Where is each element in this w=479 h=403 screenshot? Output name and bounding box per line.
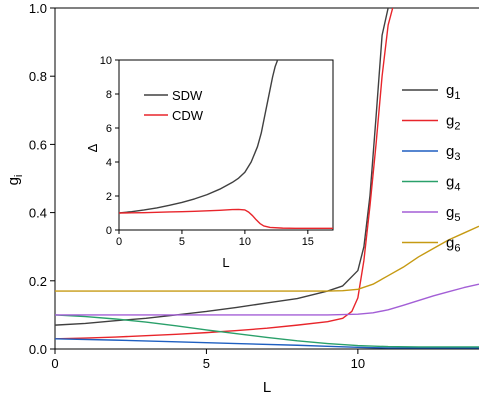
main-x-axis-label: L [263,379,271,396]
inset-legend: SDW CDW [144,88,204,123]
main-y-tick-label: 0.0 [29,342,47,357]
main-series-line-g5 [55,283,479,316]
inset-x-tick-label: 15 [302,236,314,248]
inset-plot: 0 5 10 15 0 2 4 6 8 10 SDW CDW L Δ [85,55,334,270]
inset-legend-label-cdw: CDW [172,108,204,123]
inset-y-tick-label: 8 [106,89,112,101]
main-legend-label-g4: g4 [446,174,460,194]
inset-series-line-sdw [119,60,279,214]
inset-background [118,59,334,231]
inset-y-tick-label: 10 [100,55,112,67]
main-series-line-g2 [55,8,394,340]
main-x-tick-label: 10 [351,356,365,371]
main-legend-label-g5: g5 [446,204,460,224]
inset-y-tick-label: 0 [106,225,112,237]
inset-series [119,60,333,230]
main-legend-label-g1: g1 [446,82,460,102]
inset-series-line-cdw [119,208,333,230]
main-x-tick-label: 0 [51,356,58,371]
main-ticks: 0 5 10 0.0 0.2 0.4 0.6 0.8 1.0 [29,1,365,371]
main-y-axis-label: gi [5,175,25,186]
main-legend-label-g6: g6 [446,235,460,255]
main-legend-label-g3: g3 [446,143,460,163]
main-y-tick-label: 0.8 [29,69,47,84]
main-y-tick-label: 0.4 [29,206,47,221]
main-series-line-g4 [55,314,479,348]
inset-x-tick-label: 0 [116,236,122,248]
main-legend-label-g2: g2 [446,113,460,133]
inset-ticks: 0 5 10 15 0 2 4 6 8 10 [100,55,314,248]
inset-y-tick-label: 4 [106,157,112,169]
inset-x-tick-label: 10 [239,236,251,248]
main-y-tick-label: 1.0 [29,1,47,16]
inset-y-axis-label: Δ [85,143,100,152]
main-series-line-g6 [55,225,479,292]
main-series [55,8,479,349]
inset-legend-label-sdw: SDW [172,88,203,103]
inset-y-tick-label: 2 [106,191,112,203]
main-series-line-g1 [55,8,389,326]
main-series-line-g3 [55,338,479,349]
main-y-tick-label: 0.6 [29,137,47,152]
inset-y-tick-label: 6 [106,123,112,135]
main-legend: g1 g2 g3 g4 g5 g6 [402,82,460,255]
main-y-tick-label: 0.2 [29,274,47,289]
inset-x-axis-label: L [222,255,229,270]
main-plot-area: 0 5 10 0.0 0.2 0.4 0.6 0.8 1.0 [29,1,479,371]
main-x-tick-label: 5 [203,356,210,371]
inset-x-tick-label: 5 [179,236,185,248]
